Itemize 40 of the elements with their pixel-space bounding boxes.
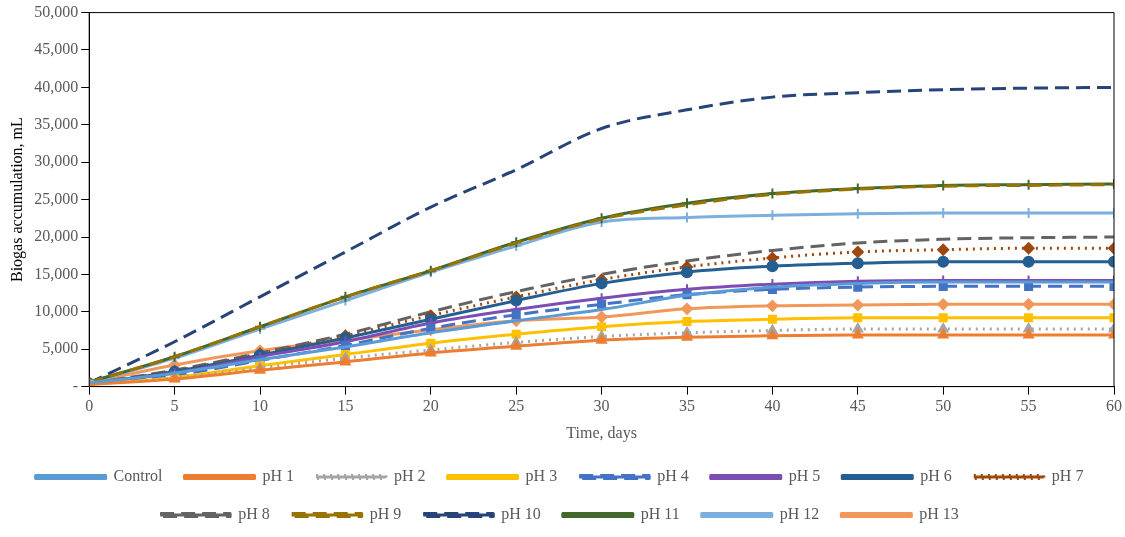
y-tick-label: 45,000 bbox=[34, 40, 79, 58]
y-tick-label: 20,000 bbox=[34, 227, 79, 245]
x-tick-label: 20 bbox=[422, 397, 439, 415]
x-tick-label: 60 bbox=[1106, 397, 1122, 415]
x-tick-label: 10 bbox=[252, 397, 268, 415]
x-axis-title: Time, days bbox=[566, 423, 637, 442]
y-tick-label: 40,000 bbox=[34, 77, 79, 95]
y-tick-label: 50,000 bbox=[34, 2, 79, 20]
x-tick-label: 25 bbox=[508, 397, 525, 415]
y-tick-label: 25,000 bbox=[34, 189, 79, 207]
y-tick-label: 35,000 bbox=[34, 115, 79, 132]
legend-label: pH 7 bbox=[1051, 467, 1084, 486]
legend-label: pH 4 bbox=[657, 467, 689, 486]
y-tick-label: 10,000 bbox=[34, 302, 79, 319]
legend-label: pH 1 bbox=[262, 467, 295, 486]
y-tick-label: 15,000 bbox=[34, 264, 79, 282]
y-tick-label: 5,000 bbox=[42, 339, 79, 357]
legend-label: pH 8 bbox=[238, 505, 270, 524]
legend-label: pH 5 bbox=[788, 467, 821, 486]
legend-label: pH 11 bbox=[640, 505, 680, 524]
x-tick-label: 45 bbox=[849, 397, 866, 415]
legend-label: pH 3 bbox=[525, 467, 558, 486]
y-tick-label: 30,000 bbox=[34, 152, 79, 170]
legend-label: pH 6 bbox=[920, 467, 952, 486]
y-axis-title: Biogas accumulation, mL bbox=[7, 117, 26, 283]
legend-label: pH 13 bbox=[919, 505, 959, 524]
legend-label: pH 2 bbox=[394, 467, 426, 486]
legend-label: pH 9 bbox=[369, 505, 402, 524]
y-tick-label: - bbox=[72, 376, 79, 394]
legend-label: pH 10 bbox=[501, 505, 541, 524]
legend-label: pH 12 bbox=[779, 505, 820, 524]
x-tick-label: 40 bbox=[764, 397, 781, 415]
x-tick-label: 55 bbox=[1020, 397, 1037, 415]
legend-label: Control bbox=[113, 467, 164, 485]
x-tick-label: 5 bbox=[170, 397, 179, 415]
x-tick-label: 35 bbox=[679, 397, 695, 415]
x-tick-label: 50 bbox=[935, 397, 952, 415]
x-tick-label: 30 bbox=[593, 397, 610, 415]
x-tick-label: 0 bbox=[85, 397, 94, 415]
x-tick-label: 15 bbox=[337, 397, 354, 415]
